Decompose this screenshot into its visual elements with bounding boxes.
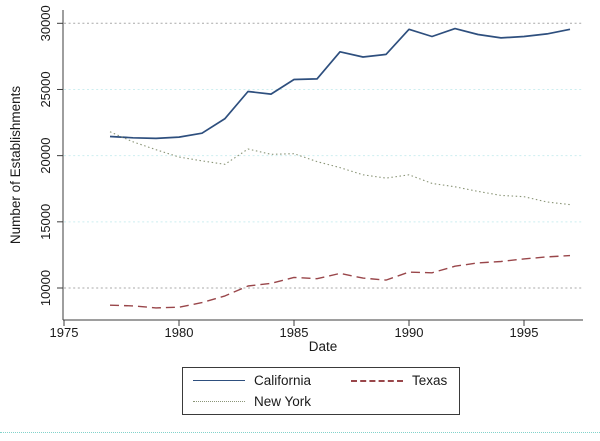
legend-item-texas: Texas — [351, 373, 447, 388]
tick-labels: 10000 15000 20000 25000 30000 1975 1980 1985 199… — [38, 5, 538, 340]
x-tick-label: 1990 — [395, 325, 424, 340]
axes — [57, 10, 583, 326]
gridlines — [64, 22, 583, 289]
legend-item-california: California — [193, 373, 351, 388]
legend-label: Texas — [412, 373, 448, 388]
legend-row: California Texas — [193, 370, 459, 391]
y-tick-label: 15000 — [38, 204, 53, 240]
x-tick-label: 1975 — [50, 325, 79, 340]
line-chart: 10000 15000 20000 25000 30000 1975 1980 1985 199… — [8, 5, 583, 354]
legend-solid-line-sample — [193, 380, 245, 381]
x-axis-title: Date — [309, 339, 338, 354]
legend-dotted-line-sample — [193, 401, 245, 402]
x-tick-label: 1980 — [165, 325, 194, 340]
y-tick-label: 30000 — [38, 5, 53, 41]
legend-label: New York — [254, 394, 312, 409]
legend-dashed-line-sample — [351, 379, 403, 382]
series-new-york-line — [109, 131, 571, 206]
y-axis-title: Number of Establishments — [8, 86, 23, 245]
y-tick-label: 20000 — [38, 138, 53, 174]
series-texas-line — [109, 254, 571, 309]
page-separator-line — [0, 432, 600, 433]
legend-item-new-york: New York — [193, 394, 351, 409]
series-california-line — [109, 27, 571, 140]
x-tick-label: 1985 — [280, 325, 309, 340]
chart-legend: California Texas New York — [182, 367, 460, 415]
legend-label: California — [254, 373, 312, 388]
y-tick-label: 25000 — [38, 71, 53, 107]
legend-row: New York — [193, 391, 459, 412]
y-tick-label: 10000 — [38, 270, 53, 306]
x-tick-label: 1995 — [510, 325, 539, 340]
series-lines — [109, 27, 571, 309]
